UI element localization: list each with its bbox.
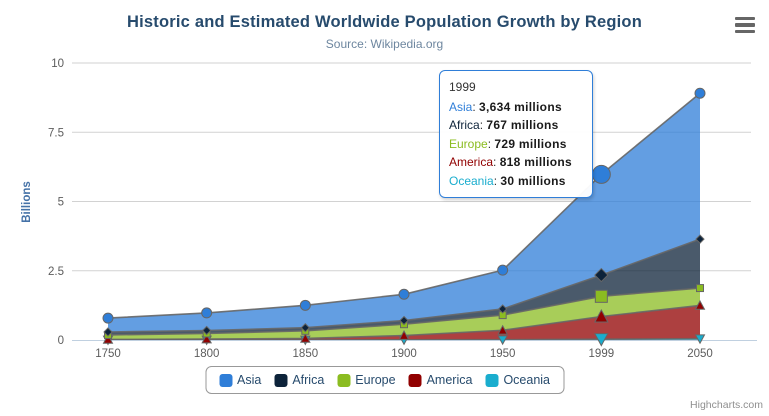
marker-america-2050[interactable] [694,299,706,310]
marker-america-1900[interactable] [398,329,410,340]
marker-africa-1900[interactable] [399,315,409,326]
marker-africa-1750[interactable] [103,327,113,337]
legend-swatch-icon [337,373,351,387]
area-africa[interactable] [108,239,700,335]
marker-asia-1750[interactable] [102,312,114,324]
legend-swatch-icon [485,373,499,387]
marker-asia-1999[interactable] [591,164,611,184]
hamburger-icon [735,23,755,27]
x-axis-label: 1950 [490,348,516,360]
marker-asia-1950[interactable] [497,264,509,276]
marker-asia-2050[interactable] [694,87,706,99]
marker-america-1999[interactable] [593,308,609,323]
marker-oceania-2050[interactable] [694,334,706,345]
area-asia[interactable] [108,93,700,332]
legend-item-america[interactable]: America [408,373,473,387]
x-axis-label: 1850 [293,348,319,360]
marker-america-1750[interactable] [102,333,114,344]
legend-swatch-icon [408,373,422,387]
x-axis-label: 1900 [391,348,417,360]
marker-africa-2050[interactable] [695,234,705,244]
y-axis-label: 2.5 [48,266,64,278]
marker-asia-1800[interactable] [201,307,213,319]
marker-europe-2050[interactable] [696,284,704,293]
legend-item-oceania[interactable]: Oceania [485,373,550,387]
marker-america-1950[interactable] [497,324,509,335]
x-axis-label: 1800 [194,348,220,360]
legend-label: Africa [292,373,325,387]
marker-asia-1850[interactable] [299,299,311,311]
y-axis-title: Billions [21,181,33,223]
legend-swatch-icon [274,373,288,387]
legend-label: Asia [237,373,262,387]
y-axis-label: 5 [58,197,64,209]
marker-africa-1950[interactable] [497,304,508,314]
x-axis-label: 1999 [589,348,615,360]
legend-label: America [426,373,473,387]
x-axis-label: 2050 [687,348,713,360]
x-axis-label: 1750 [95,348,121,360]
area-america[interactable] [108,305,700,340]
legend-item-europe[interactable]: Europe [337,373,396,387]
y-axis-label: 0 [58,335,64,347]
hamburger-icon [735,29,755,33]
credits-link[interactable]: Highcharts.com [690,399,763,411]
marker-asia-1900[interactable] [398,288,410,300]
hamburger-icon [735,17,755,21]
marker-america-1850[interactable] [299,332,311,343]
legend-label: Oceania [503,373,550,387]
y-axis-label: 10 [51,58,64,70]
legend-swatch-icon [219,373,232,387]
legend-item-africa[interactable]: Africa [274,373,324,387]
marker-africa-1850[interactable] [300,323,311,333]
legend-label: Europe [355,373,396,387]
marker-europe-1999[interactable] [594,289,608,303]
marker-oceania-1950[interactable] [497,335,509,346]
legend-item-asia[interactable]: Asia [219,373,261,387]
marker-oceania-1999[interactable] [593,333,609,347]
marker-africa-1999[interactable] [594,267,609,283]
marker-africa-1800[interactable] [201,325,212,336]
export-menu-button[interactable] [735,17,755,33]
marker-america-1800[interactable] [201,333,213,344]
y-axis-label: 7.5 [48,127,64,139]
legend: Asia Africa Europe America Oceania [205,366,564,394]
